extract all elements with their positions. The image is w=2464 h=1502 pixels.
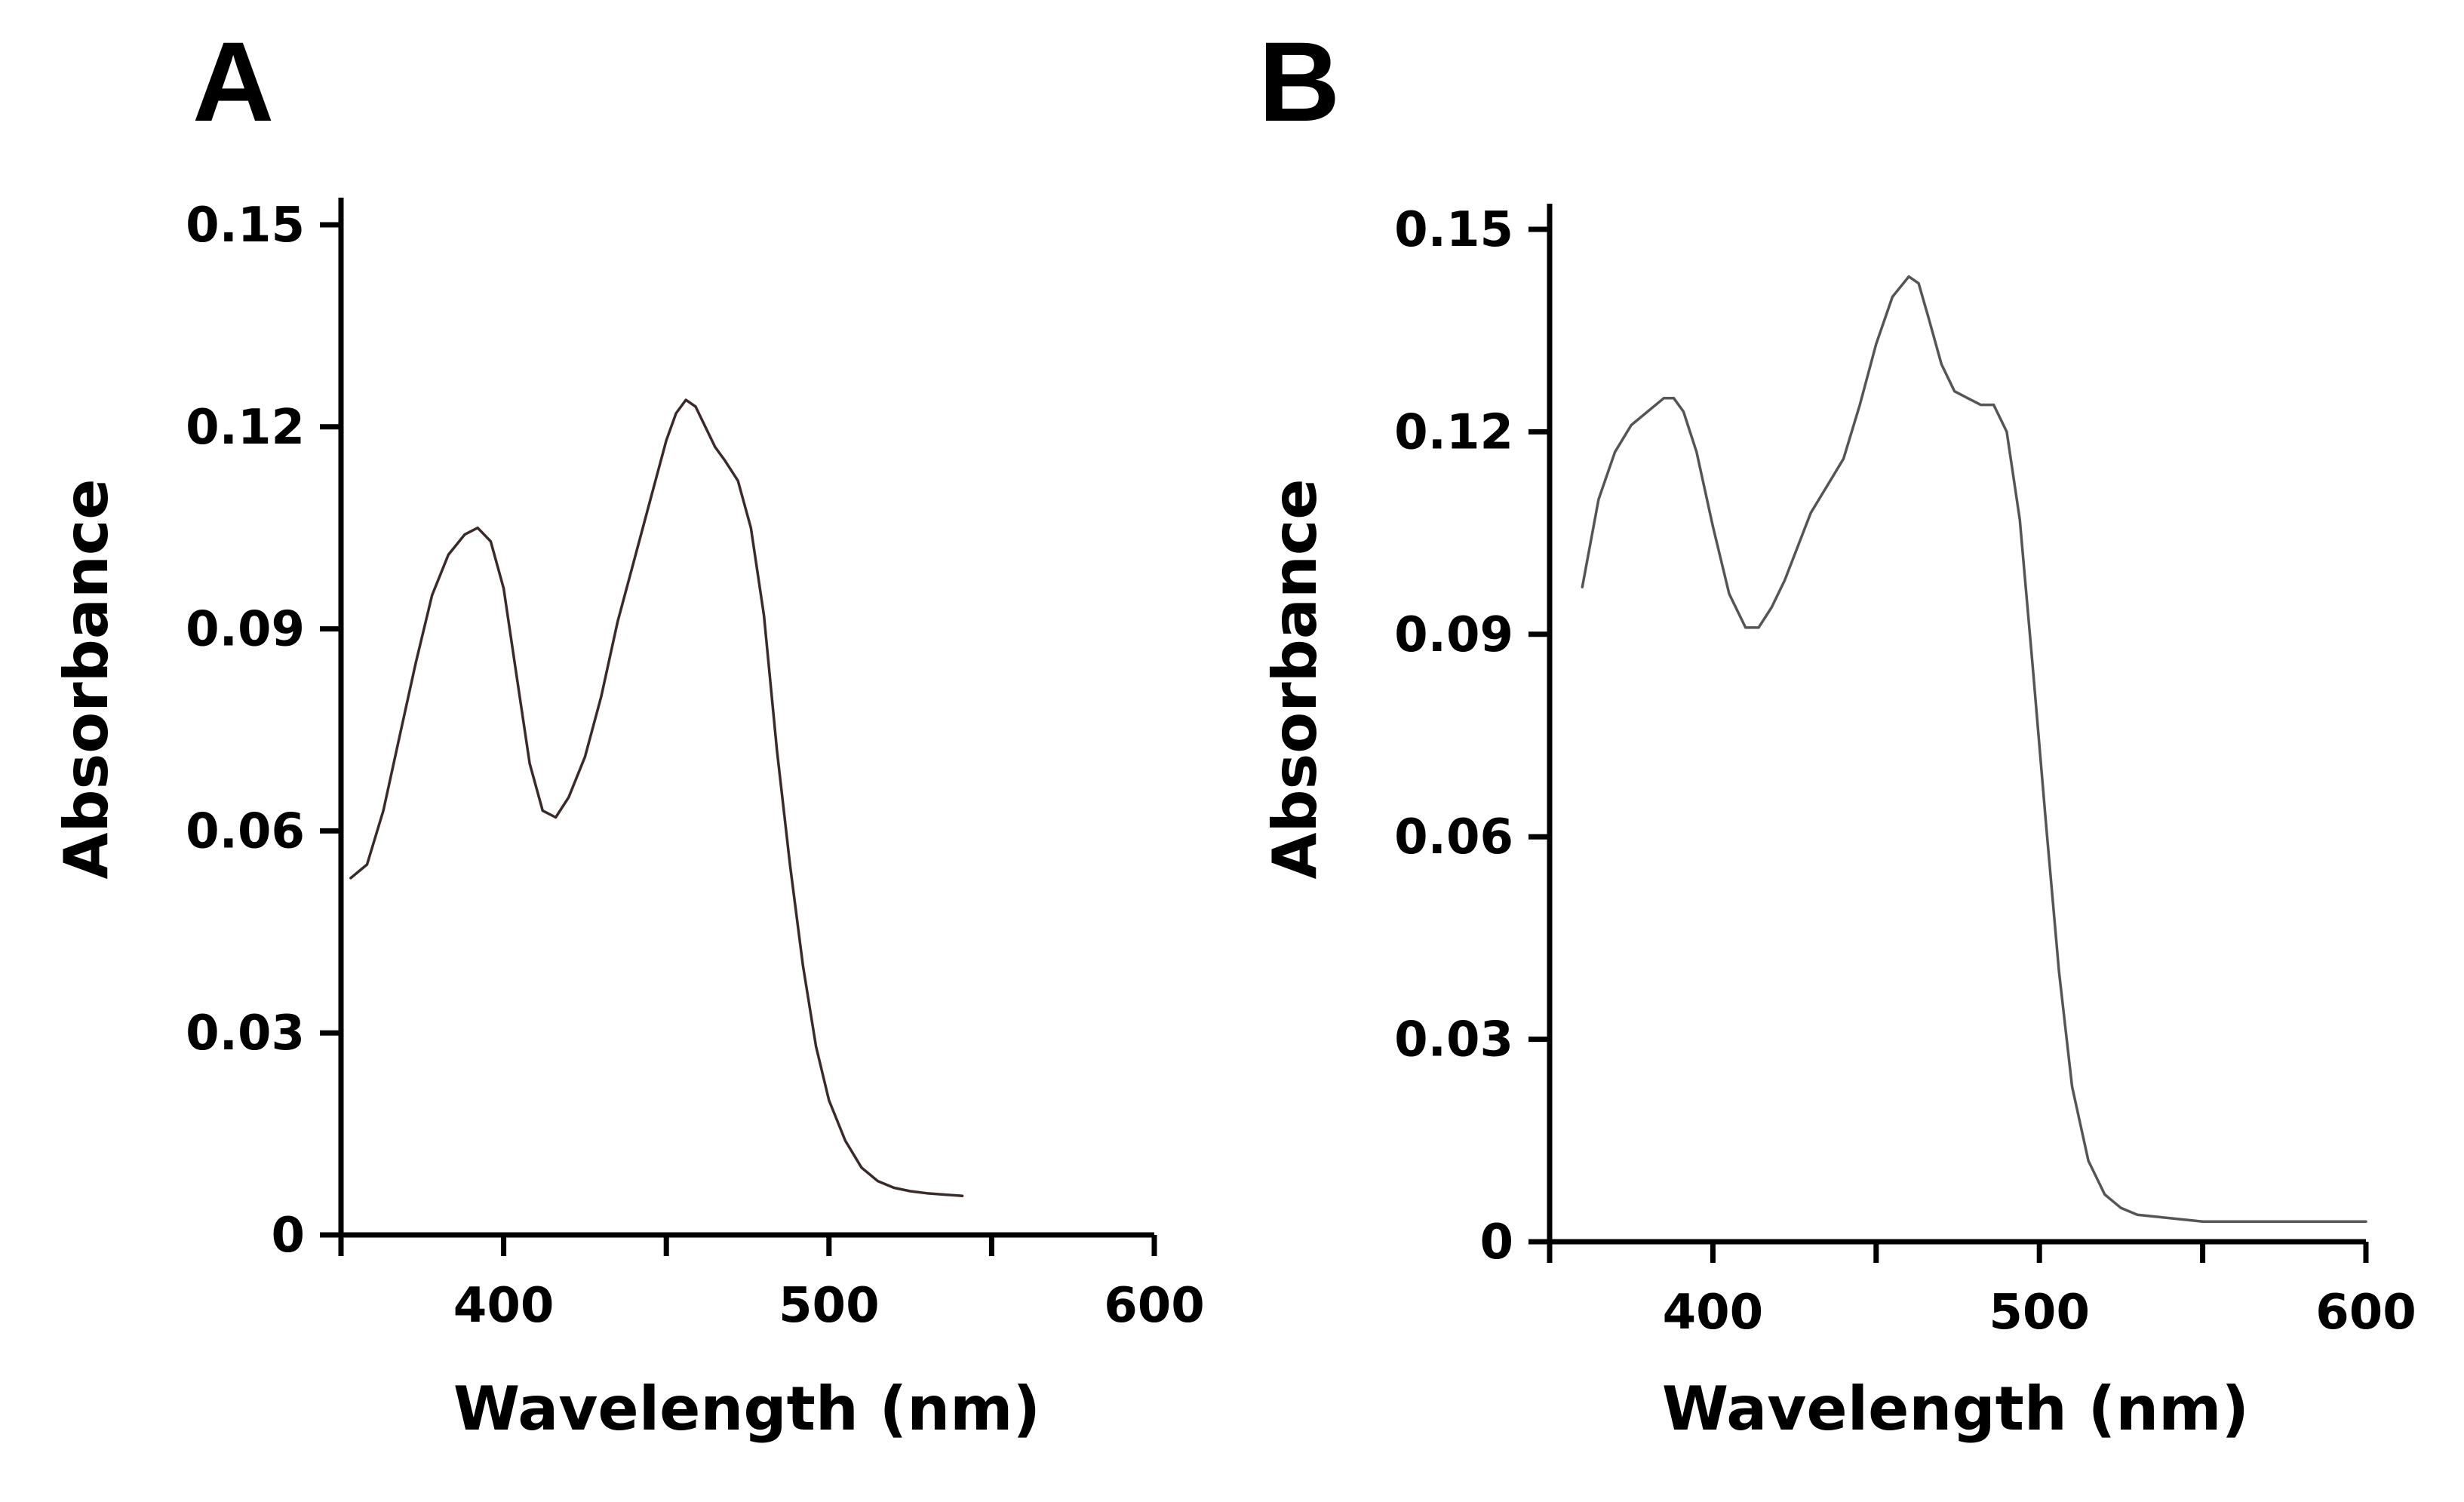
y-tick-label: 0.12 [186,400,305,456]
y-tick-label: 0.06 [186,803,305,859]
panel-a: A 0 0.03 0.06 0.09 0.12 0.15 400 500 600 Wavele… [51,18,1205,1444]
y-tick-label: 0.06 [1394,809,1513,865]
panel-b-y-axis-title: Absorbance [1260,478,1330,879]
y-tick-label: 0 [271,1208,305,1264]
y-tick-label: 0.03 [1394,1012,1513,1068]
y-tick-label: 0.15 [1394,202,1513,258]
x-tick-label: 400 [1663,1285,1764,1341]
y-tick-label: 0.12 [1394,404,1513,460]
panel-a-label: A [192,18,274,145]
panel-b-x-ticks: 400 500 600 [1547,1242,2416,1341]
x-tick-label: 500 [779,1278,880,1334]
panel-a-x-ticks: 400 500 600 [338,1235,1205,1334]
y-tick-label: 0 [1479,1215,1513,1270]
y-tick-label: 0.09 [1394,607,1513,663]
panel-b-label: B [1258,18,1340,145]
x-tick-label: 500 [1989,1285,2090,1341]
x-tick-label: 600 [2315,1285,2416,1341]
panel-a-y-axis-title: Absorbance [51,478,121,879]
y-tick-label: 0.03 [186,1006,305,1061]
panel-b-y-ticks: 0 0.03 0.06 0.09 0.12 0.15 [1394,202,1550,1270]
panel-b: B 0 0.03 0.06 0.09 0.12 0.15 400 500 600 Wavele… [1258,18,2416,1444]
panel-b-spectrum-line [1581,275,2367,1223]
y-tick-label: 0.09 [186,602,305,658]
panel-b-axes [1547,204,2366,1245]
panel-a-axes [338,198,1154,1238]
panel-a-spectrum-line [349,398,964,1197]
panel-a-x-axis-title: Wavelength (nm) [453,1374,1040,1444]
panel-b-x-axis-title: Wavelength (nm) [1662,1374,2249,1444]
panel-a-y-ticks: 0 0.03 0.06 0.09 0.12 0.15 [186,198,341,1264]
x-tick-label: 600 [1104,1278,1205,1334]
y-tick-label: 0.15 [186,198,305,253]
x-tick-label: 400 [453,1278,555,1334]
